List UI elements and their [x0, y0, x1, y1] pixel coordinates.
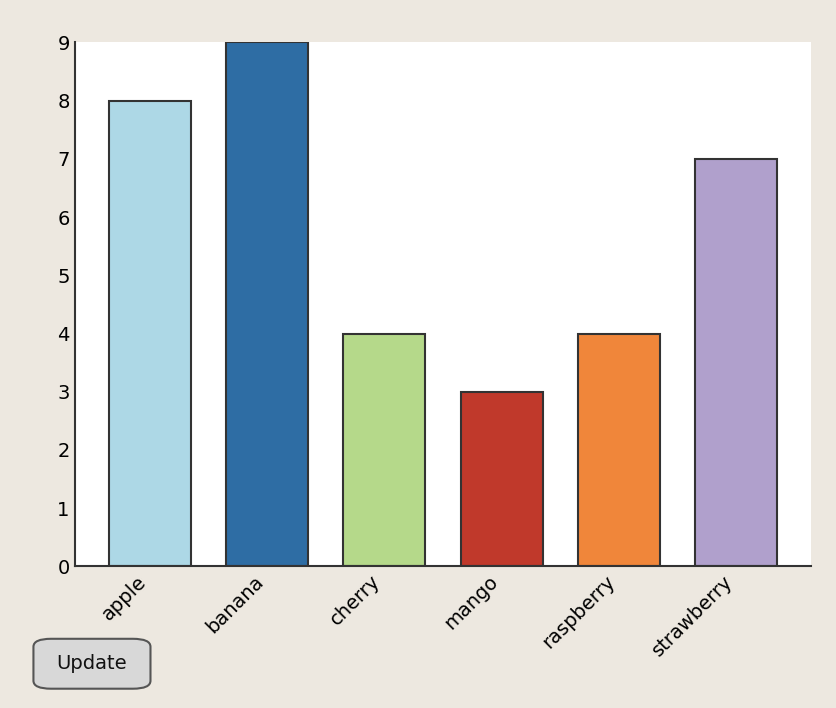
- Bar: [461, 392, 543, 566]
- FancyBboxPatch shape: [33, 639, 150, 689]
- Bar: [578, 333, 660, 566]
- Bar: [344, 333, 426, 566]
- Bar: [109, 101, 191, 566]
- Bar: [226, 42, 308, 566]
- Bar: [696, 159, 777, 566]
- Text: Update: Update: [57, 654, 127, 673]
